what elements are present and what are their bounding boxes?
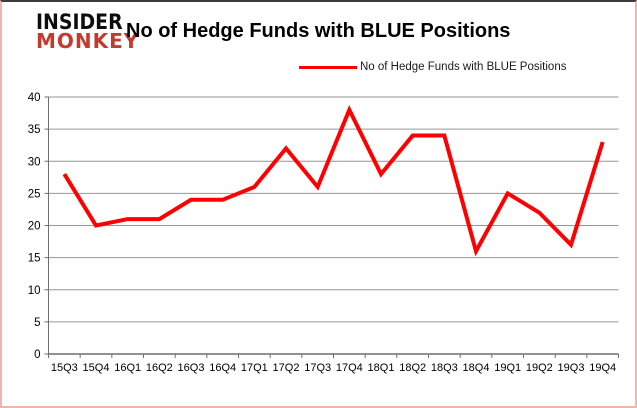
x-tick-label: 18Q1 [368,362,395,374]
x-tick-label: 19Q3 [558,362,585,374]
x-tick-label: 19Q1 [494,362,521,374]
x-tick-label: 19Q2 [526,362,553,374]
legend: No of Hedge Funds with BLUE Positions [299,59,566,75]
legend-line-swatch [299,65,357,69]
series-line-hedge-fund-positions [62,104,605,257]
x-tick-label: 15Q4 [83,362,110,374]
x-tick-label: 17Q3 [304,362,331,374]
x-tick-label: 18Q3 [431,362,458,374]
x-tick-label: 18Q4 [463,362,490,374]
y-tick-label: 5 [34,317,40,329]
logo-text-insider: INSIDER [36,10,123,34]
y-tick-label: 25 [28,188,41,200]
x-tick-label: 17Q1 [241,362,268,374]
y-tick-label: 35 [28,124,41,136]
insider-monkey-logo: INSIDER MONKEY [36,10,140,54]
x-tick-label: 15Q3 [51,362,78,374]
y-axis-labels: 0 5 10 15 20 25 30 35 40 [28,92,41,361]
x-axis-labels: 15Q3 15Q4 16Q1 16Q2 16Q3 16Q4 17Q1 17Q2 17Q3 17Q4… [51,362,616,374]
y-tick-label: 0 [34,349,40,361]
chart-title: No of Hedge Funds with BLUE Positions [126,20,511,42]
y-tick-label: 40 [28,92,41,104]
x-tick-label: 16Q3 [178,362,205,374]
x-tick-label: 16Q2 [146,362,173,374]
x-tick-label: 16Q1 [114,362,141,374]
y-tick-label: 15 [28,253,41,265]
legend-label: No of Hedge Funds with BLUE Positions [360,61,567,73]
x-tick-label: 17Q2 [273,362,300,374]
y-tick-label: 30 [28,156,41,168]
x-tick-label: 19Q4 [589,362,616,374]
y-tick-label: 20 [28,221,41,233]
x-tick-label: 17Q4 [336,362,363,374]
gridlines [44,96,619,355]
x-tick-label: 16Q4 [209,362,236,374]
x-tick-label: 18Q2 [399,362,426,374]
logo-text-monkey: MONKEY [36,29,140,54]
y-tick-label: 10 [28,285,41,297]
